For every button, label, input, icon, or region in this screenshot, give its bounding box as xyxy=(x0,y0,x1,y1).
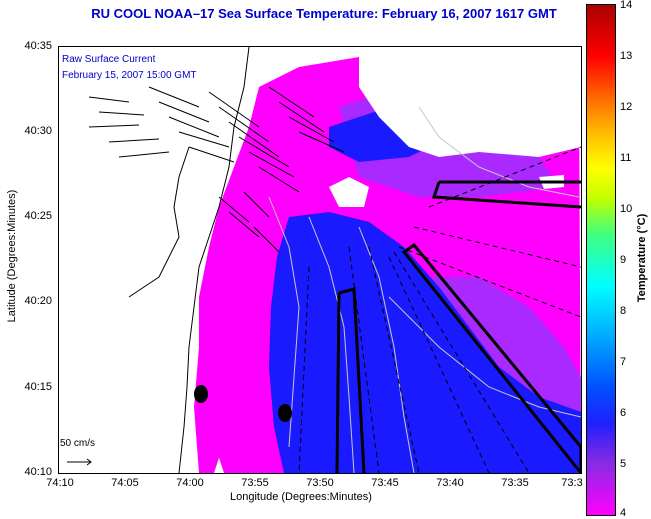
x-tick-label: 74:05 xyxy=(111,477,139,489)
y-tick-label: 40:35 xyxy=(24,40,52,52)
x-tick-label: 73:40 xyxy=(436,477,464,489)
sampling-boxes xyxy=(335,180,581,473)
legend-time: February 15, 2007 15:00 GMT xyxy=(62,70,197,81)
colorbar-tick-label: 14 xyxy=(620,0,633,11)
marker-dot-east xyxy=(278,404,292,422)
x-tick-label: 73:35 xyxy=(501,477,529,489)
x-tick-label: 73:55 xyxy=(241,477,269,489)
marker-dot-west xyxy=(194,385,208,403)
x-tick-label: 73:50 xyxy=(306,477,334,489)
x-tick-label: 74:00 xyxy=(176,477,204,489)
x-tick-label: 73:3 xyxy=(561,477,583,489)
legend-title: Raw Surface Current xyxy=(62,54,156,65)
temperature-colorbar xyxy=(586,4,616,516)
x-tick-label: 73:45 xyxy=(371,477,399,489)
scale-label: 50 cm/s xyxy=(60,438,96,449)
colorbar-tick-label: 6 xyxy=(620,407,627,419)
y-tick-label: 40:30 xyxy=(24,125,52,137)
coastline xyxy=(128,47,250,473)
sst-map[interactable] xyxy=(58,46,582,474)
colorbar-tick-label: 4 xyxy=(620,507,627,519)
colorbar-tick-label: 12 xyxy=(620,101,633,113)
y-axis-title: Latitude (Degrees:Minutes) xyxy=(6,189,18,323)
colorbar-title: Temperature (°C) xyxy=(636,213,648,303)
colorbar-tick-label: 9 xyxy=(620,254,627,266)
scale-arrow xyxy=(67,458,92,466)
colorbar-tick-label: 7 xyxy=(620,356,627,368)
surface-current-vectors xyxy=(88,86,345,253)
y-tick-label: 40:15 xyxy=(24,381,52,393)
colorbar-tick-label: 8 xyxy=(620,305,627,317)
colorbar-tick-label: 10 xyxy=(620,203,633,215)
x-tick-label: 74:10 xyxy=(46,477,74,489)
y-tick-label: 40:20 xyxy=(24,295,52,307)
colorbar-tick-label: 11 xyxy=(620,152,632,164)
sector-lines xyxy=(298,146,581,473)
colorbar-tick-label: 13 xyxy=(620,50,633,62)
x-axis-title: Longitude (Degrees:Minutes) xyxy=(230,491,372,503)
sst-map-canvas xyxy=(59,47,581,473)
y-tick-label: 40:10 xyxy=(24,466,52,478)
colorbar-tick-label: 5 xyxy=(620,458,627,470)
map-title: RU COOL NOAA–17 Sea Surface Temperature:… xyxy=(91,6,557,21)
y-tick-label: 40:25 xyxy=(24,210,52,222)
